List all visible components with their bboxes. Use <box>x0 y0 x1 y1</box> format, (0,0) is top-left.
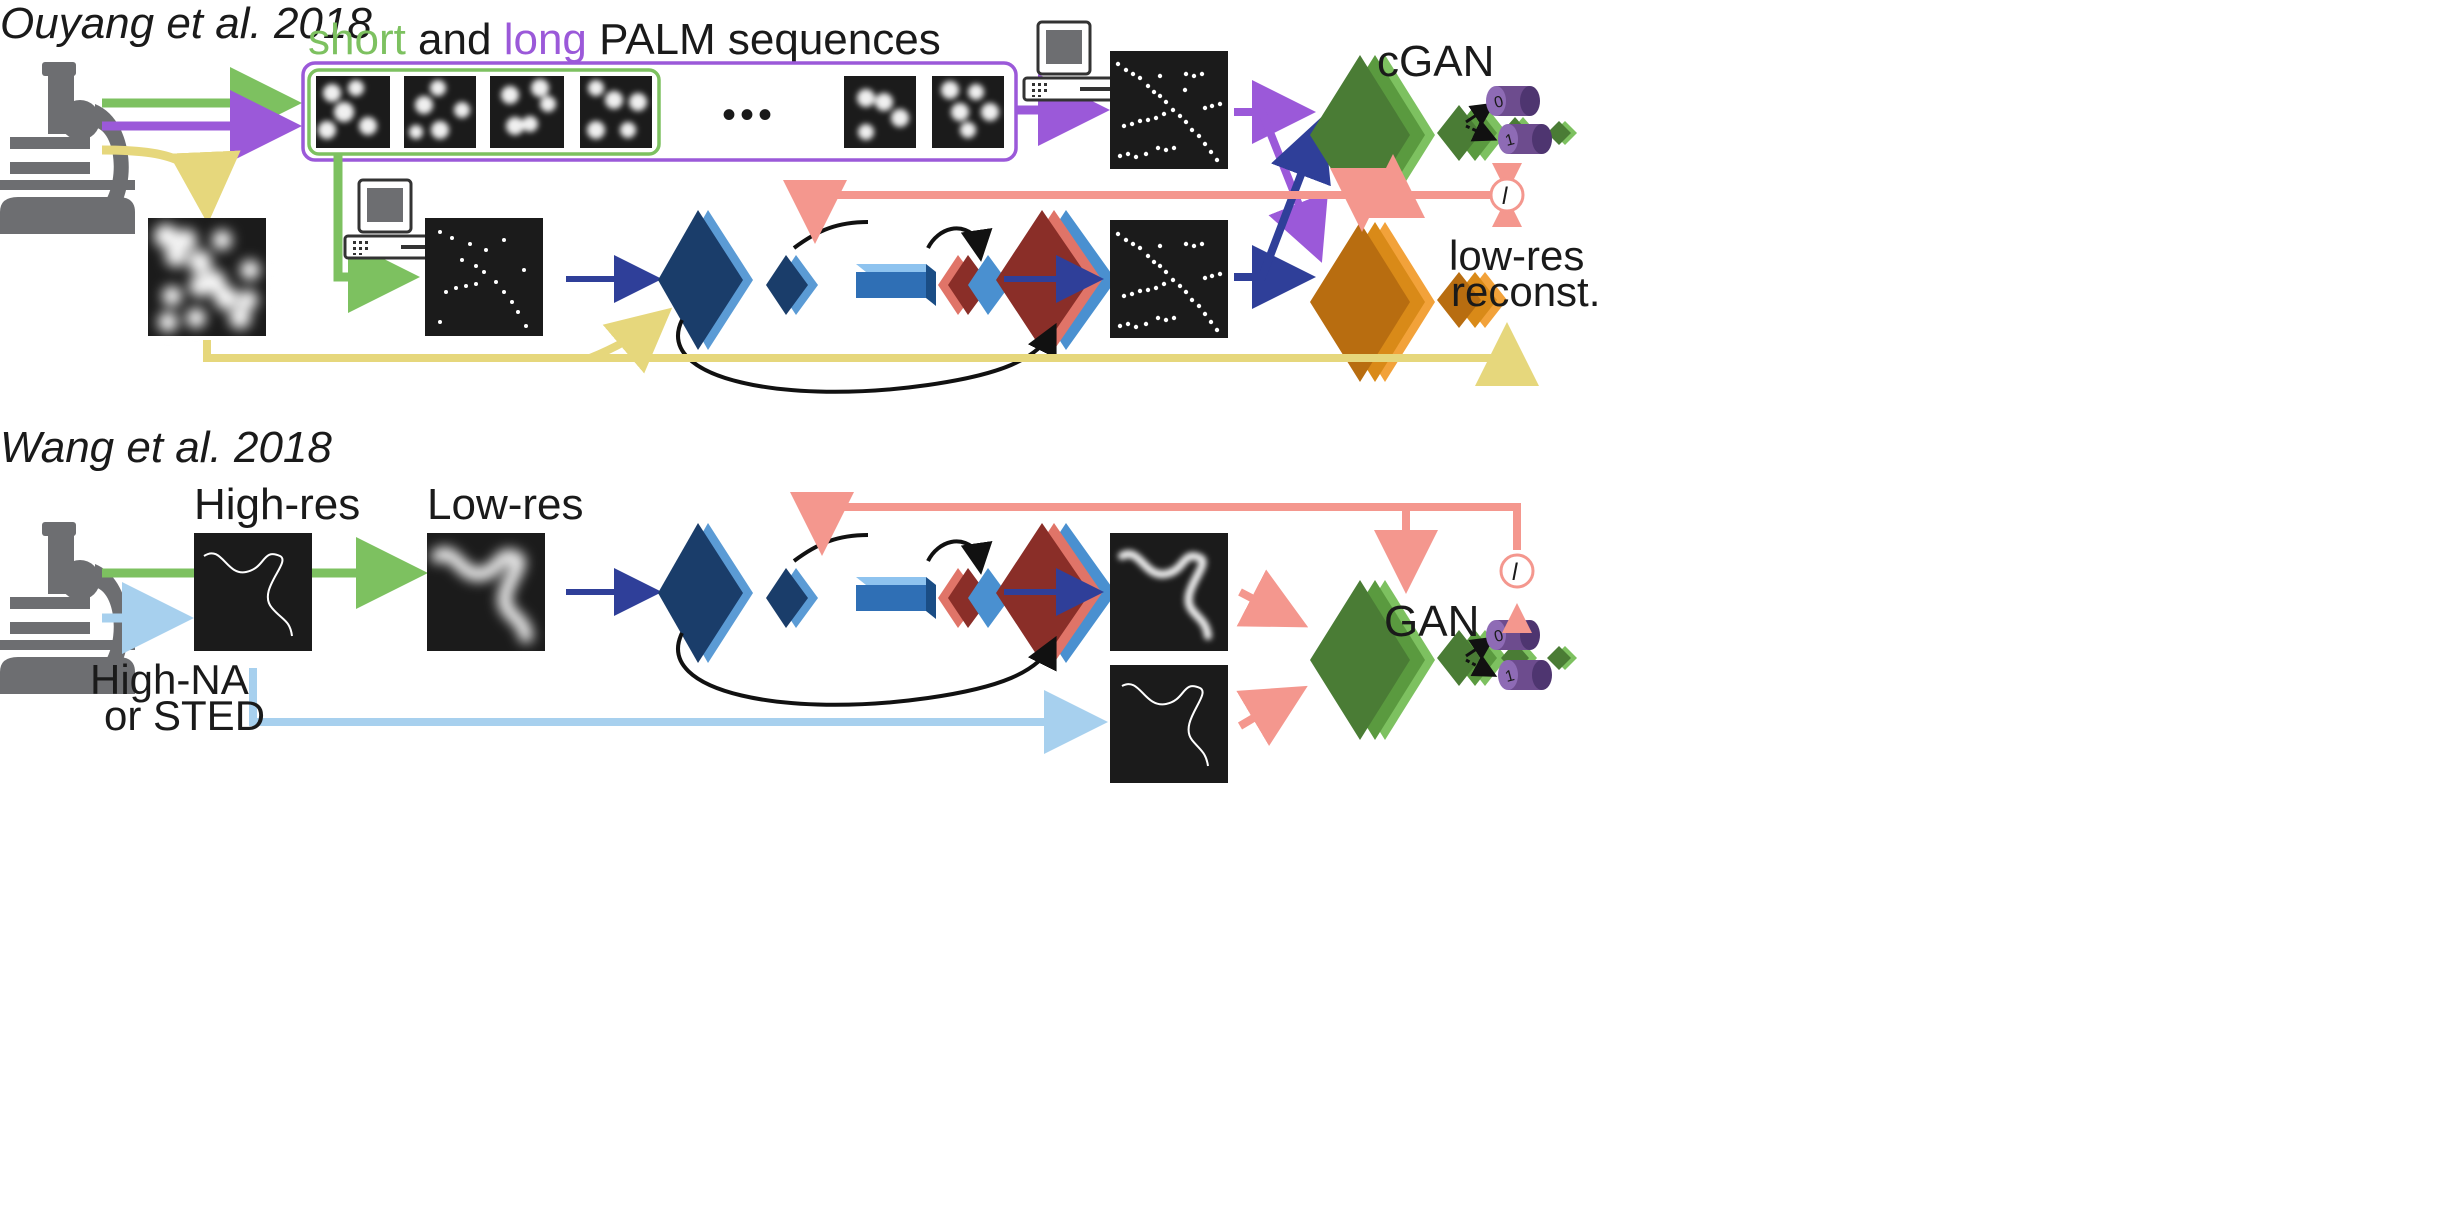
arrow-purple-long-to-orange-disc <box>1234 108 1329 263</box>
loss-feedback-line-top <box>783 180 1496 244</box>
palm-header: short and long PALM sequences <box>308 15 941 64</box>
arrow-to-output-1-bottom <box>1465 654 1498 677</box>
palm-header-short: short <box>308 15 406 64</box>
arrow-lightblue-to-target <box>249 668 1108 754</box>
lowres-image <box>427 533 545 651</box>
arrow-to-output-1-top <box>1465 119 1498 142</box>
short-recon-image <box>425 218 543 336</box>
palm-frame-4 <box>580 76 652 148</box>
source-label-line1: High-NA <box>90 656 249 703</box>
arrow-to-output-0-bottom <box>1465 636 1495 660</box>
long-recon-image <box>1110 51 1228 169</box>
palm-header-long: long <box>504 15 587 64</box>
palm-header-rest: PALM sequences <box>587 15 941 64</box>
gan-label: GAN <box>1384 597 1479 646</box>
widefield-image <box>148 218 266 336</box>
recon-label-line2: reconst. <box>1451 268 1600 315</box>
loss-hourglass-top <box>1489 163 1525 227</box>
palm-frame-6 <box>932 76 1004 148</box>
lowres-label: Low-res <box>427 480 584 529</box>
generated-output-image-bottom <box>1110 533 1228 651</box>
palm-header-and: and <box>406 15 504 64</box>
bottom-panel-title: Wang et al. 2018 <box>0 423 332 472</box>
output-0-bottom: 0 <box>1492 627 1505 646</box>
highres-image <box>194 533 312 651</box>
arrow-green-to-short-recon <box>333 154 420 313</box>
loss-symbol-bottom: l <box>1512 559 1518 586</box>
arrow-yellow-to-recon <box>203 322 1539 386</box>
arrow-salmon-output-to-gan <box>1236 569 1309 628</box>
generator-network-top <box>658 210 1116 392</box>
arrow-to-output-0-top <box>1465 102 1495 126</box>
arrow-navy-output-to-cgan <box>1234 115 1331 281</box>
palm-frame-2 <box>404 76 476 148</box>
recon-label-line1: low-res <box>1449 232 1584 279</box>
source-label-line2: or STED <box>104 692 265 739</box>
sequence-ellipsis: ••• <box>722 93 776 137</box>
highres-label: High-res <box>194 480 360 529</box>
arrow-yellow-down <box>101 145 241 224</box>
output-1-bottom: 1 <box>1503 667 1516 686</box>
arrow-salmon-target-to-gan <box>1236 685 1308 746</box>
output-1-top: 1 <box>1503 131 1516 150</box>
palm-frame-5 <box>844 76 916 148</box>
output-0-top: 0 <box>1492 93 1505 112</box>
top-panel-title: Ouyang et al. 2018 <box>0 0 372 48</box>
cgan-label: cGAN <box>1377 37 1494 86</box>
highres-target-image <box>1110 665 1228 783</box>
generated-output-image-top <box>1110 220 1228 338</box>
generator-network-bottom <box>658 523 1116 705</box>
loss-symbol-top: l <box>1502 183 1508 210</box>
palm-frame-1 <box>316 76 390 148</box>
loss-feedback-line-bottom <box>790 492 1521 556</box>
short-sequence-box <box>307 68 661 156</box>
loss-hourglass-bottom <box>1499 553 1535 633</box>
arrow-yellow-to-generator <box>588 307 673 374</box>
palm-frame-3 <box>490 76 564 148</box>
